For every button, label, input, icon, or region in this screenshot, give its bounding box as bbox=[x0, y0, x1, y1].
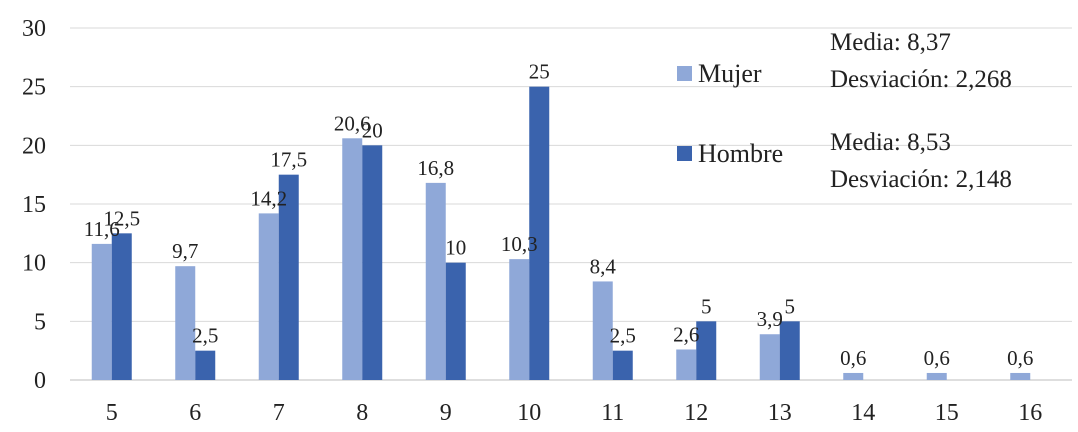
x-tick-label: 10 bbox=[517, 400, 541, 426]
data-label-hombre-12: 5 bbox=[701, 294, 712, 318]
data-label-hombre-10: 25 bbox=[529, 60, 550, 84]
legend-label-hombre: Hombre bbox=[698, 139, 783, 168]
x-tick-label: 13 bbox=[768, 400, 792, 426]
bar-mujer-8 bbox=[342, 138, 363, 380]
x-tick-label: 6 bbox=[189, 400, 201, 426]
data-label-mujer-5: 11,6 bbox=[84, 217, 120, 241]
bar-mujer-13 bbox=[759, 334, 780, 380]
data-labels: 11,6 9,7 14,2 20,6 16,8 10,3 8,4 2,6 3,9 0,6 0,6 0,… bbox=[84, 60, 1034, 370]
y-tick-label: 20 bbox=[22, 133, 46, 159]
legend: Mujer Hombre bbox=[677, 59, 783, 168]
x-tick-label: 9 bbox=[440, 400, 452, 426]
x-tick-label: 8 bbox=[356, 400, 368, 426]
x-tick-label: 12 bbox=[684, 400, 708, 426]
x-tick-label: 16 bbox=[1018, 400, 1042, 426]
bar-hombre-10 bbox=[529, 86, 550, 381]
bar-mujer-14 bbox=[843, 372, 864, 380]
data-label-mujer-12: 2,6 bbox=[673, 322, 699, 346]
y-tick-label: 25 bbox=[22, 75, 46, 101]
y-axis: 0 5 10 15 20 25 30 bbox=[22, 16, 46, 394]
bar-mujer-5 bbox=[91, 243, 112, 380]
x-tick-label: 5 bbox=[106, 400, 118, 426]
bar-hombre-6 bbox=[195, 350, 216, 380]
bar-hombre-9 bbox=[445, 262, 466, 380]
data-label-hombre-5: 12,5 bbox=[103, 206, 140, 230]
stat-hombre-media: Media: 8,53 bbox=[830, 129, 951, 156]
y-tick-label: 15 bbox=[22, 192, 46, 218]
data-label-mujer-11: 8,4 bbox=[590, 254, 617, 278]
data-label-hombre-6: 2,5 bbox=[192, 324, 218, 348]
data-label-mujer-13: 3,9 bbox=[757, 307, 783, 331]
stat-hombre-desviacion: Desviación: 2,148 bbox=[830, 166, 1012, 193]
legend-label-mujer: Mujer bbox=[698, 59, 762, 88]
stats-annotations: Media: 8,37 Desviación: 2,268 Media: 8,5… bbox=[830, 29, 1012, 193]
bar-mujer-6 bbox=[175, 266, 196, 380]
bar-mujer-7 bbox=[258, 213, 279, 380]
y-tick-label: 0 bbox=[34, 368, 46, 394]
bar-hombre-5 bbox=[111, 233, 132, 380]
bar-mujer-10 bbox=[509, 259, 530, 380]
bar-hombre-11 bbox=[612, 350, 633, 380]
bar-hombre-12 bbox=[696, 321, 717, 380]
data-label-hombre-8: 20 bbox=[362, 118, 383, 142]
data-label-mujer-15: 0,6 bbox=[924, 346, 950, 370]
gridlines bbox=[70, 27, 1072, 381]
bar-hombre-13 bbox=[779, 321, 800, 380]
x-tick-label: 7 bbox=[273, 400, 285, 426]
bars bbox=[91, 86, 1031, 381]
data-label-hombre-9: 10 bbox=[445, 236, 466, 260]
bar-mujer-9 bbox=[425, 182, 446, 380]
data-label-mujer-16: 0,6 bbox=[1007, 346, 1033, 370]
data-label-mujer-7: 14,2 bbox=[250, 186, 287, 210]
y-tick-label: 5 bbox=[34, 309, 46, 335]
legend-swatch-hombre bbox=[677, 146, 692, 161]
x-tick-label: 14 bbox=[851, 400, 875, 426]
data-label-hombre-11: 2,5 bbox=[610, 324, 636, 348]
stat-mujer-desviacion: Desviación: 2,268 bbox=[830, 66, 1012, 93]
data-label-mujer-8: 20,6 bbox=[334, 111, 371, 135]
y-tick-label: 30 bbox=[22, 16, 46, 42]
bar-hombre-8 bbox=[362, 145, 383, 380]
bar-mujer-12 bbox=[676, 349, 697, 380]
y-tick-label: 10 bbox=[22, 251, 46, 277]
data-label-mujer-9: 16,8 bbox=[417, 156, 454, 180]
x-tick-label: 11 bbox=[601, 400, 624, 426]
data-label-mujer-14: 0,6 bbox=[840, 346, 866, 370]
data-label-mujer-10: 10,3 bbox=[501, 232, 538, 256]
bar-mujer-11 bbox=[592, 281, 613, 380]
bar-hombre-7 bbox=[278, 174, 299, 380]
stat-mujer-media: Media: 8,37 bbox=[830, 29, 951, 56]
bar-mujer-15 bbox=[926, 372, 947, 380]
data-label-hombre-7: 17,5 bbox=[270, 148, 307, 172]
data-label-mujer-6: 9,7 bbox=[172, 239, 198, 263]
data-label-hombre-13: 5 bbox=[785, 294, 796, 318]
x-axis: 5 6 7 8 9 10 11 12 13 14 15 16 bbox=[106, 400, 1043, 426]
bar-mujer-16 bbox=[1010, 372, 1031, 380]
legend-swatch-mujer bbox=[677, 66, 692, 81]
x-tick-label: 15 bbox=[935, 400, 959, 426]
